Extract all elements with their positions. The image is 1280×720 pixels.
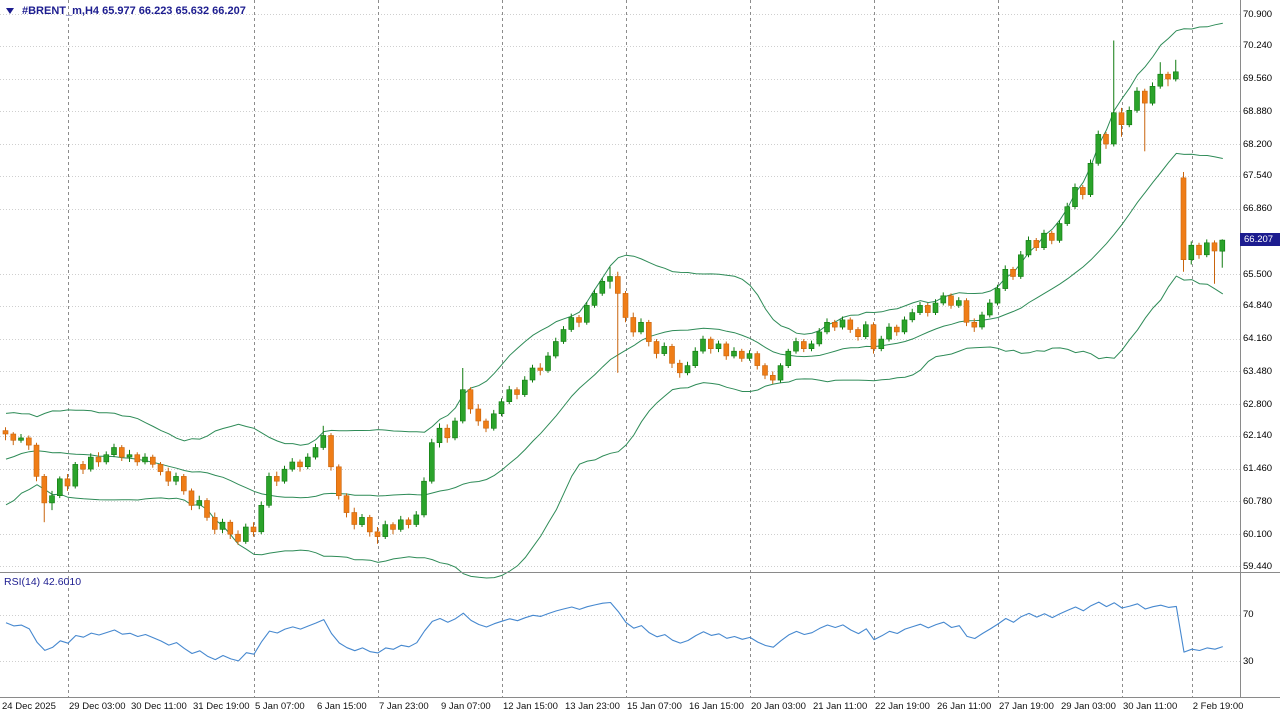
horizontal-gridlines-layer — [0, 14, 1240, 662]
symbol-dropdown-icon[interactable] — [6, 8, 14, 14]
axes-layer — [0, 0, 1280, 698]
bollinger-bands-layer — [5, 22, 1224, 579]
symbol-overlay: #BRENT_m,H4 65.977 66.223 65.632 66.207 — [6, 5, 246, 17]
candles-layer — [2, 40, 1226, 545]
upper-band — [5, 22, 1223, 446]
lower-band — [5, 275, 1224, 579]
symbol-ohlc-label: #BRENT_m,H4 65.977 66.223 65.632 66.207 — [22, 5, 246, 17]
rsi-line — [5, 601, 1223, 662]
vertical-gridlines-layer — [68, 0, 1193, 697]
middle-band — [5, 152, 1223, 499]
rsi-indicator-label: RSI(14) 42.6010 — [4, 576, 82, 588]
rsi-line-layer — [5, 601, 1223, 662]
current-price-badge: 66.207 — [1240, 233, 1280, 247]
